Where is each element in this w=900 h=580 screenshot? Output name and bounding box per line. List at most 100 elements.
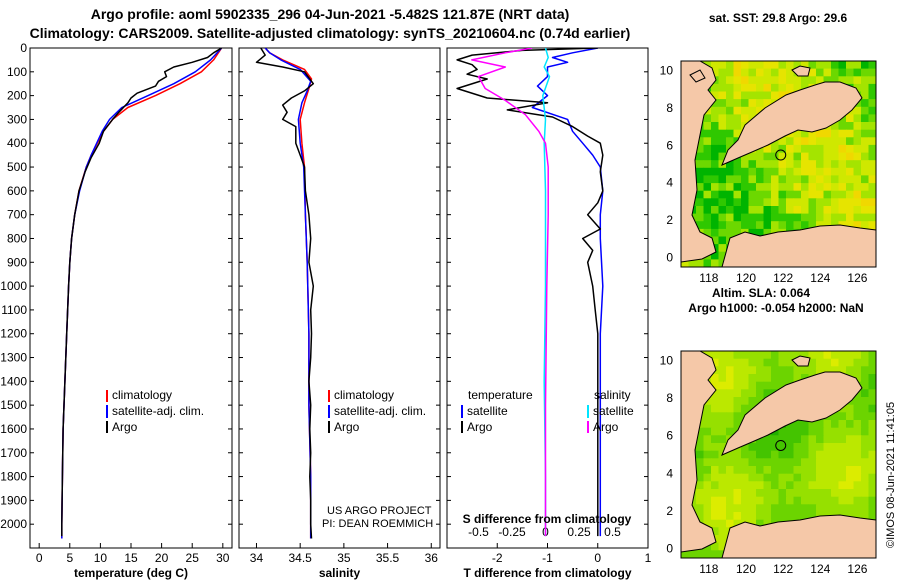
- map-cell: [748, 443, 757, 452]
- map-cell: [756, 366, 765, 375]
- map-cell: [808, 175, 817, 184]
- map-cell: [703, 114, 712, 123]
- map-cell: [853, 137, 862, 146]
- map-cell: [711, 221, 720, 230]
- map-cell: [786, 68, 795, 77]
- map-x-tick-label: 120: [736, 562, 756, 576]
- map-cell: [793, 183, 802, 192]
- top-x-tick-label: 0.25: [567, 525, 591, 539]
- map-cell: [861, 144, 870, 154]
- map-cell: [696, 473, 705, 482]
- map-y-tick-label: 6: [666, 429, 673, 443]
- map-cell: [838, 152, 847, 161]
- map-cell: [703, 512, 712, 521]
- map-cell: [846, 473, 855, 482]
- map-cell: [831, 129, 840, 138]
- map-cell: [726, 358, 735, 367]
- map-x-tick-label: 122: [773, 271, 793, 285]
- map-cell: [771, 213, 780, 222]
- map-cell: [838, 481, 847, 490]
- map-cell: [748, 374, 757, 383]
- map-cell: [846, 481, 855, 490]
- map-cell: [733, 519, 742, 528]
- map-cell: [868, 427, 876, 436]
- map-cell: [816, 458, 825, 467]
- map-cell: [861, 83, 870, 93]
- x-tick-label: 1: [645, 551, 652, 565]
- map-cell: [808, 152, 817, 161]
- map-cell: [786, 152, 795, 161]
- map-cell: [711, 519, 720, 528]
- map-cell: [831, 473, 840, 482]
- map-cell: [793, 213, 802, 222]
- map-cell: [718, 68, 727, 77]
- map-cell: [696, 550, 705, 558]
- map-cell: [718, 496, 727, 505]
- map-cell: [831, 481, 840, 490]
- map-cell: [726, 190, 735, 199]
- map-cell: [771, 61, 780, 70]
- map-cell: [771, 221, 780, 230]
- map-cell: [703, 542, 712, 551]
- map-cell: [733, 404, 742, 413]
- map-cell: [808, 183, 817, 192]
- map-cell: [748, 190, 757, 199]
- map-cell: [711, 473, 720, 482]
- map-cell: [868, 122, 876, 131]
- map-cell: [718, 435, 727, 444]
- map-cell: [718, 91, 727, 100]
- map-cell: [756, 152, 765, 161]
- map-cell: [868, 213, 876, 222]
- map-cell: [786, 481, 795, 490]
- map-cell: [756, 435, 765, 444]
- map-cell: [703, 481, 712, 490]
- map-cell: [696, 496, 705, 505]
- map-cell: [726, 458, 735, 467]
- x-tick-label: 36: [425, 551, 439, 565]
- map-cell: [726, 389, 735, 398]
- map-cell: [696, 504, 705, 513]
- map-cell: [778, 175, 787, 184]
- map-cell: [748, 61, 757, 70]
- map-cell: [703, 129, 712, 138]
- credit-line2: PI: DEAN ROEMMICH: [322, 518, 433, 530]
- map-cell: [846, 206, 855, 215]
- map-cell: [711, 443, 720, 452]
- map-cell: [726, 450, 735, 459]
- map-cell: [868, 114, 876, 123]
- map-cell: [733, 190, 742, 199]
- map-cell: [786, 198, 795, 207]
- y-tick-label: 1000: [0, 279, 27, 293]
- map-cell: [771, 496, 780, 505]
- map-cell: [741, 366, 750, 375]
- map-cell: [861, 221, 870, 230]
- map-cell: [793, 137, 802, 146]
- map-cell: [748, 175, 757, 184]
- map-cell: [733, 473, 742, 482]
- map-cell: [741, 160, 750, 169]
- map-cell: [793, 489, 802, 498]
- map-cell: [711, 83, 720, 93]
- map-cell: [831, 358, 840, 367]
- map-cell: [786, 358, 795, 367]
- map-y-tick-label: 6: [666, 138, 673, 152]
- map-cell: [711, 466, 720, 475]
- map-cell: [741, 91, 750, 100]
- map-cell: [718, 228, 727, 238]
- map-cell: [711, 144, 720, 154]
- map-y-tick-label: 8: [666, 391, 673, 405]
- map-cell: [771, 481, 780, 490]
- map-cell: [703, 259, 712, 267]
- map-cell: [756, 198, 765, 207]
- map-cell: [703, 213, 712, 222]
- map-cell: [696, 213, 705, 222]
- map-cell: [838, 427, 847, 436]
- map-cell: [838, 198, 847, 207]
- map-cell: [778, 504, 787, 513]
- map-cell: [801, 443, 810, 452]
- map-cell: [861, 190, 870, 199]
- map-cell: [808, 61, 817, 70]
- map-cell: [771, 183, 780, 192]
- map-cell: [756, 167, 765, 176]
- map-cell: [733, 374, 742, 383]
